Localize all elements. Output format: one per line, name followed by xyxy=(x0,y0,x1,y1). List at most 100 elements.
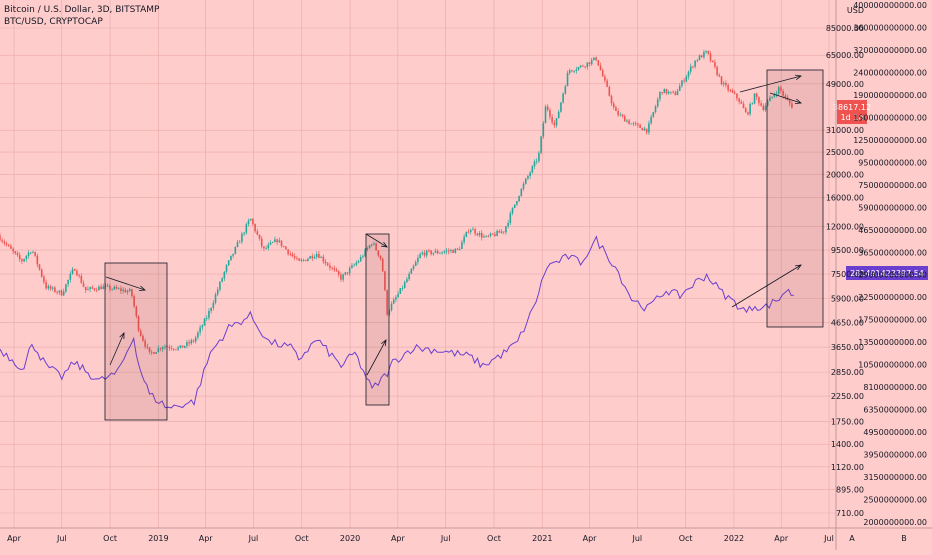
price-tick-label: 16000.00 xyxy=(826,193,864,202)
price-candle xyxy=(410,268,413,274)
trend-arrow xyxy=(739,75,802,93)
price-candle xyxy=(775,93,778,95)
price-candle xyxy=(254,224,256,232)
price-candle xyxy=(247,220,250,225)
price-candle xyxy=(538,152,540,162)
price-candle xyxy=(505,226,507,233)
price-candle xyxy=(571,70,573,72)
price-candle xyxy=(395,297,397,300)
price-candle xyxy=(711,60,714,63)
price-candle xyxy=(117,288,120,290)
price-candle xyxy=(274,239,276,243)
price-candle xyxy=(318,253,320,258)
price-candle xyxy=(456,248,459,250)
price-candle xyxy=(331,267,333,269)
cap-tick-label: 2500000000.00 xyxy=(863,496,927,505)
price-candle xyxy=(304,259,307,261)
price-candle xyxy=(617,110,619,116)
price-candle xyxy=(615,107,617,111)
price-candle xyxy=(62,291,65,296)
price-candle xyxy=(269,242,272,245)
price-tick-label: 1400.00 xyxy=(831,440,864,449)
price-candle xyxy=(186,342,188,346)
x-tick-label: 2022 xyxy=(724,534,744,543)
cap-tick-label: 6350000000.00 xyxy=(863,406,927,415)
price-candle xyxy=(740,101,743,104)
price-candle xyxy=(714,62,716,67)
price-candle xyxy=(434,250,437,253)
price-candle xyxy=(494,234,496,236)
price-candle xyxy=(38,264,41,270)
price-candle xyxy=(144,340,146,347)
price-tick-label: 49000.00 xyxy=(826,80,864,89)
cap-tick-label: 125000000000.00 xyxy=(853,136,927,145)
price-candle xyxy=(689,66,692,72)
price-candle xyxy=(687,71,690,77)
price-candle xyxy=(639,124,641,128)
price-tick-label: 3650.00 xyxy=(831,343,864,352)
price-candle xyxy=(507,222,509,227)
price-candle xyxy=(725,82,727,86)
price-candle xyxy=(351,265,353,268)
price-candle xyxy=(535,161,538,162)
price-candle xyxy=(430,250,432,255)
price-candle xyxy=(302,259,305,261)
price-candle xyxy=(676,90,679,96)
price-candle xyxy=(632,123,635,125)
price-candle xyxy=(648,123,650,133)
price-candle xyxy=(291,254,294,257)
price-candle xyxy=(256,231,259,235)
trend-arrow xyxy=(769,92,802,104)
price-candle xyxy=(568,70,571,73)
price-candle xyxy=(696,60,699,61)
cap-tick-label: 400000000000.00 xyxy=(853,1,927,10)
price-candle xyxy=(722,82,725,85)
price-tick-label: 2850.00 xyxy=(831,368,864,377)
price-candle xyxy=(612,103,615,108)
x-tick-label: Apr xyxy=(583,534,598,543)
price-candle xyxy=(645,128,648,133)
price-candle xyxy=(322,256,325,262)
price-candle xyxy=(106,285,109,287)
price-candle xyxy=(406,279,408,283)
price-candle xyxy=(667,91,670,94)
price-candle xyxy=(102,286,105,290)
price-candle xyxy=(368,245,371,249)
x-tick-label: Oct xyxy=(295,534,309,543)
price-candle xyxy=(278,240,281,243)
price-candle xyxy=(221,278,223,282)
price-candle xyxy=(544,106,547,124)
price-candle xyxy=(1,240,3,242)
price-candle xyxy=(137,316,140,331)
price-candle xyxy=(441,252,443,254)
price-candle xyxy=(595,57,597,61)
price-candle xyxy=(71,269,74,274)
price-candle xyxy=(487,235,490,237)
price-tick-label: 9500.00 xyxy=(831,246,864,255)
price-candle xyxy=(780,87,782,91)
price-candle xyxy=(366,248,369,250)
x-tick-label: Jul xyxy=(248,534,259,543)
last-cap-label: 281491423397.54 xyxy=(850,269,924,278)
price-candle xyxy=(16,253,19,256)
price-candle xyxy=(634,123,637,125)
trend-arrow-head xyxy=(795,74,802,80)
price-candle xyxy=(698,55,701,61)
price-candle xyxy=(760,103,762,106)
price-candle xyxy=(69,273,72,280)
cap-tick-label: 22500000000.00 xyxy=(858,293,927,302)
price-candle xyxy=(601,70,604,77)
cap-tick-label: 320000000000.00 xyxy=(853,46,927,55)
price-candle xyxy=(588,62,591,65)
price-candle xyxy=(656,99,659,107)
price-candle xyxy=(223,271,226,279)
price-candle xyxy=(324,261,327,264)
price-candle xyxy=(685,76,688,82)
price-candle xyxy=(661,92,663,94)
cap-tick-label: 29000000000.00 xyxy=(858,271,927,280)
price-candle xyxy=(491,233,494,235)
price-candle xyxy=(621,114,624,117)
price-candle xyxy=(593,57,595,60)
price-candle xyxy=(397,293,399,298)
